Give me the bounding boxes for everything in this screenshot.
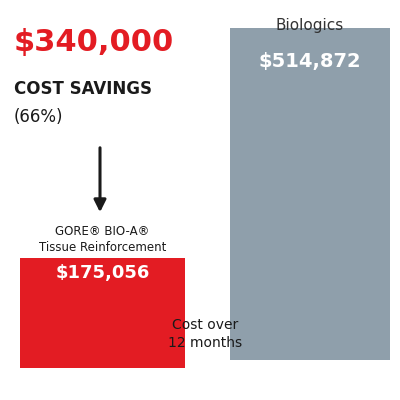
Bar <box>20 258 185 368</box>
Text: Biologics: Biologics <box>276 18 344 33</box>
Text: Cost over: Cost over <box>172 318 238 332</box>
Text: Tissue Reinforcement: Tissue Reinforcement <box>39 241 166 254</box>
Text: $340,000: $340,000 <box>14 28 174 57</box>
Bar <box>230 28 390 360</box>
Text: GORE® BIO-A®: GORE® BIO-A® <box>55 225 150 238</box>
Text: $514,872: $514,872 <box>259 52 361 71</box>
Text: COST SAVINGS: COST SAVINGS <box>14 80 152 98</box>
Text: (66%): (66%) <box>14 108 64 126</box>
Text: $175,056: $175,056 <box>55 264 150 282</box>
Text: 12 months: 12 months <box>168 336 242 350</box>
